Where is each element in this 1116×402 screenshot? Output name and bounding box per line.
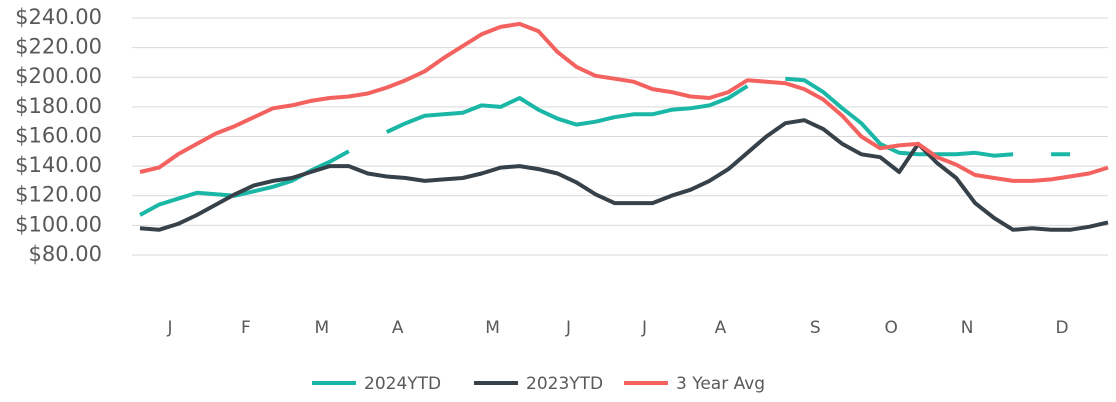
- x-tick-label: O: [885, 318, 898, 338]
- x-tick-label: J: [565, 318, 571, 338]
- legend-label: 3 Year Avg: [676, 374, 765, 394]
- y-tick-label: $160.00: [15, 123, 102, 147]
- x-tick-label: M: [314, 318, 329, 338]
- series-line: [139, 76, 1070, 217]
- y-tick-label: $80.00: [29, 242, 102, 266]
- x-tick-label: J: [641, 318, 647, 338]
- legend-label: 2023YTD: [526, 374, 603, 394]
- y-tick-label: $140.00: [15, 153, 102, 177]
- y-tick-label: $200.00: [15, 64, 102, 88]
- series-line: [139, 118, 1109, 232]
- x-tick-label: F: [241, 318, 251, 338]
- y-tick-label: $120.00: [15, 183, 102, 207]
- y-tick-label: $180.00: [15, 94, 102, 118]
- x-tick-label: A: [392, 318, 404, 338]
- x-tick-label: N: [961, 318, 974, 338]
- legend-label: 2024YTD: [364, 374, 441, 394]
- x-tick-label: J: [166, 318, 172, 338]
- x-tick-label: M: [485, 318, 500, 338]
- x-tick-label: D: [1055, 318, 1068, 338]
- series-line: [139, 21, 1109, 183]
- y-tick-label: $100.00: [15, 212, 102, 236]
- x-tick-label: S: [810, 318, 821, 338]
- y-tick-label: $240.00: [15, 5, 102, 29]
- x-tick-label: A: [715, 318, 727, 338]
- y-tick-label: $220.00: [15, 35, 102, 59]
